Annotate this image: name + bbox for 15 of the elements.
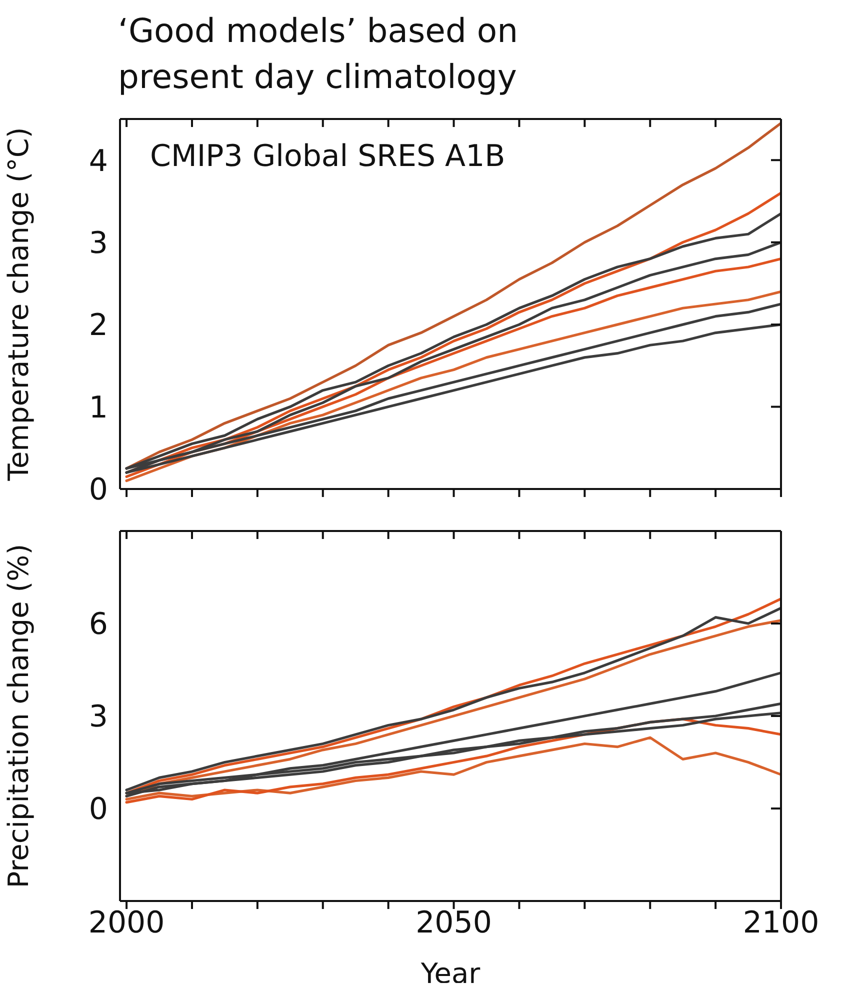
y-tick-label: 3 [88,700,108,735]
y-tick-label: 6 [88,607,108,642]
x-tick-label: 2050 [416,905,492,940]
annotation: CMIP3 Global SRES A1B [150,139,506,174]
y-tick-label: 2 [88,308,108,344]
y-axis-title: Temperature change (°C) [2,127,35,482]
y-tick-label: 0 [88,792,108,828]
y-tick-label: 1 [88,390,108,426]
chart-title: ‘Good models’ based on present day climatology [118,10,520,98]
y-tick-label: 0 [88,472,108,508]
x-tick-label: 2000 [88,905,165,940]
y-axis-title: Precipitation change (%) [2,544,35,888]
y-tick-label: 3 [88,226,108,261]
x-tick-label: 2100 [742,905,820,940]
y-tick-label: 4 [88,144,108,179]
